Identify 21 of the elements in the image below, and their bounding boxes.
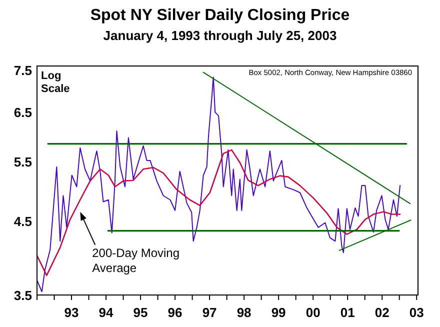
y-tick-label: 7.5: [14, 62, 32, 78]
line-series: [37, 149, 401, 276]
annotation: Log Scale: [41, 70, 70, 95]
text: 200-Day Moving Average: [92, 246, 180, 275]
y-tick-label: 5.5: [14, 154, 32, 170]
x-tick-label: 03: [409, 305, 424, 320]
x-tick-label: 00: [306, 305, 320, 320]
x-tick-label: 96: [168, 305, 182, 320]
y-tick-label: 3.5: [14, 288, 32, 303]
x-tick-label: 97: [202, 305, 217, 320]
x-tick-label: 99: [271, 305, 286, 320]
x-tick-label: 98: [236, 305, 252, 320]
x-tick-label: 01: [340, 305, 355, 320]
y-tick-label: 6.5: [14, 105, 32, 120]
x-tick-label: 94: [98, 305, 114, 320]
chart-subtitle: January 4, 1993 through July 25, 2003: [103, 28, 337, 43]
y-tick-label: 4.5: [14, 214, 32, 229]
chart-title: Spot NY Silver Daily Closing Price: [90, 7, 350, 24]
x-tick-label: 02: [374, 305, 390, 320]
x-tick-label: 95: [133, 305, 148, 320]
x-tick-label: 93: [64, 305, 79, 320]
